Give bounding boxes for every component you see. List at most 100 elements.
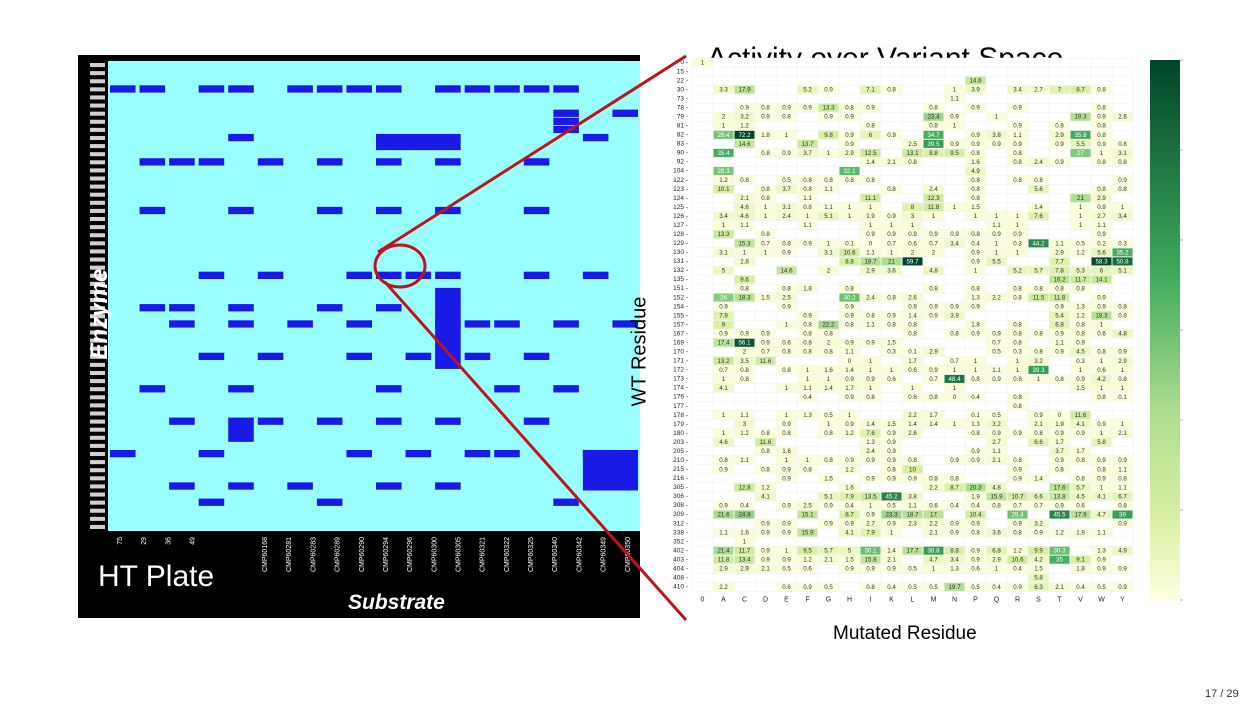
heatmap-cell-351 xyxy=(1091,347,1112,356)
heatmap-cell-label-566: 0.6 xyxy=(1076,502,1085,509)
enzyme-tick-39 xyxy=(90,379,105,384)
heatmap-cell-label-604: 0.9 xyxy=(950,530,959,537)
heatmap-cell-494 xyxy=(944,456,965,465)
plate-hit-0 xyxy=(553,109,579,117)
heatmap-cell-366 xyxy=(713,365,734,374)
heatmap-cell-379 xyxy=(1007,365,1028,374)
y-tick-label-57: 408 - xyxy=(673,575,688,582)
heatmap-cell-128 xyxy=(923,194,944,203)
heatmap-cell-151 xyxy=(797,212,818,221)
heatmap-cell-label-440: 1.4 xyxy=(866,421,875,428)
heatmap-cell-label-243: 6 xyxy=(1100,267,1104,274)
heatmap-cell-134 xyxy=(776,203,797,212)
heatmap-cell-263 xyxy=(839,293,860,302)
heatmap-cell-label-622: 17.7 xyxy=(906,548,919,555)
enzyme-tick-43 xyxy=(90,411,105,416)
heatmap-cell-654 xyxy=(797,564,818,573)
heatmap-cell-335 xyxy=(1049,338,1070,347)
heatmap-cell-565 xyxy=(1049,501,1070,510)
x-tick-label-12: N xyxy=(952,596,957,603)
heatmap-cell-label-474: 6.6 xyxy=(1034,439,1043,446)
heatmap-cell-label-615: 0.9 xyxy=(761,548,770,555)
enzyme-tick-49 xyxy=(90,460,105,465)
heatmap-cell-554 xyxy=(818,501,839,510)
y-tick-label-6: 79 - xyxy=(677,113,688,120)
heatmap-cell-label-460: 2.6 xyxy=(908,430,917,437)
heatmap-cell-78 xyxy=(797,148,818,157)
heatmap-cell-369 xyxy=(797,365,818,374)
heatmap-cell-374 xyxy=(902,365,923,374)
heatmap-cell-label-633: 13.4 xyxy=(738,557,751,564)
heatmap-cell-217 xyxy=(1007,248,1028,257)
enzyme-tick-25 xyxy=(90,265,105,270)
heatmap-cell-241 xyxy=(1049,266,1070,275)
heatmap-cell-482 xyxy=(986,447,1007,456)
heatmap-cell-label-657: 0.9 xyxy=(887,566,896,573)
heatmap-cell-559 xyxy=(923,501,944,510)
heatmap-cell-label-333: 0.7 xyxy=(992,340,1001,347)
substrate-label-3: 49 xyxy=(189,537,196,545)
heatmap-cell-442 xyxy=(902,420,923,429)
heatmap-cell-label-648: 9.1 xyxy=(1076,557,1085,564)
heatmap-cell-label-638: 1.5 xyxy=(845,557,854,564)
heatmap-cell-label-345: 2.9 xyxy=(929,349,938,356)
heatmap-cell-label-81: 12.5 xyxy=(864,150,877,157)
heatmap-cell-634 xyxy=(755,555,776,564)
heatmap-cell-388 xyxy=(839,374,860,383)
heatmap-cell-label-464: 0.8 xyxy=(1034,430,1043,437)
heatmap-cell-123 xyxy=(1112,185,1133,194)
heatmap-cell-label-87: 27 xyxy=(1077,150,1084,157)
heatmap-cell-label-95: 2.4 xyxy=(1034,159,1043,166)
heatmap-cell-135 xyxy=(797,203,818,212)
heatmap-cell-4 xyxy=(797,85,818,94)
heatmap-cell-309 xyxy=(713,329,734,338)
heatmap-cell-138 xyxy=(860,203,881,212)
heatmap-cell-label-192: 0 xyxy=(869,240,873,247)
heatmap-cell-label-348: 0.8 xyxy=(1034,349,1043,356)
enzyme-tick-30 xyxy=(90,306,105,311)
plate-hit-39 xyxy=(523,271,550,279)
heatmap-cell-295 xyxy=(1112,311,1133,320)
heatmap-cell-label-256: 0.8 xyxy=(1034,285,1043,292)
heatmap-cell-201 xyxy=(1049,239,1070,248)
heatmap-cell-187 xyxy=(755,239,776,248)
heatmap-cell-426 xyxy=(797,411,818,420)
heatmap-cell-label-516: 0.9 xyxy=(887,475,896,482)
heatmap-cell-label-671: 0.9 xyxy=(803,584,812,591)
heatmap-cell-597 xyxy=(755,528,776,537)
heatmap-cell-293 xyxy=(1070,311,1091,320)
heatmap-cell-522 xyxy=(1070,474,1091,483)
heatmap-cell-490 xyxy=(839,456,860,465)
heatmap-cell-272 xyxy=(1091,293,1112,302)
heatmap-cell-label-138: 1 xyxy=(869,204,873,211)
heatmap-cell-label-584: 0.9 xyxy=(824,521,833,528)
enzyme-tick-56 xyxy=(90,516,105,521)
heatmap-cell-label-168: 1 xyxy=(869,222,873,229)
enzyme-tick-37 xyxy=(90,362,105,367)
heatmap-cell-label-593: 3.2 xyxy=(1034,521,1043,528)
heatmap-cell-430 xyxy=(923,411,944,420)
heatmap-cell-68 xyxy=(965,139,986,148)
heatmap-cell-86 xyxy=(1007,148,1028,157)
heatmap-cell-label-210: 10.6 xyxy=(843,249,856,256)
heatmap-cell-label-486: 1.1 xyxy=(740,457,749,464)
heatmap-cell-74 xyxy=(1112,139,1133,148)
heatmap-cell-label-67: 0.9 xyxy=(950,141,959,148)
heatmap-cell-label-369: 1 xyxy=(806,367,810,374)
heatmap-cell-304 xyxy=(965,320,986,329)
heatmap-cell-label-7: 0.8 xyxy=(887,87,896,94)
heatmap-cell-502 xyxy=(713,465,734,474)
heatmap-cell-label-509: 0.9 xyxy=(1013,466,1022,473)
plate-hit-28 xyxy=(228,206,254,215)
heatmap-cell-label-551: 0.4 xyxy=(740,502,749,509)
heatmap-cell-408 xyxy=(944,383,965,392)
heatmap-cell-label-302: 0.8 xyxy=(887,322,896,329)
heatmap-cell-16 xyxy=(734,103,755,112)
heatmap-cell-label-391: 0.7 xyxy=(929,376,938,383)
heatmap-cell-label-603: 2.1 xyxy=(929,530,938,537)
plate-hit-7 xyxy=(139,85,166,93)
heatmap-cell-349 xyxy=(1049,347,1070,356)
heatmap-cell-118 xyxy=(881,185,902,194)
heatmap-cell-label-214: 2 xyxy=(932,249,936,256)
heatmap-cell-label-395: 0.8 xyxy=(1013,376,1022,383)
